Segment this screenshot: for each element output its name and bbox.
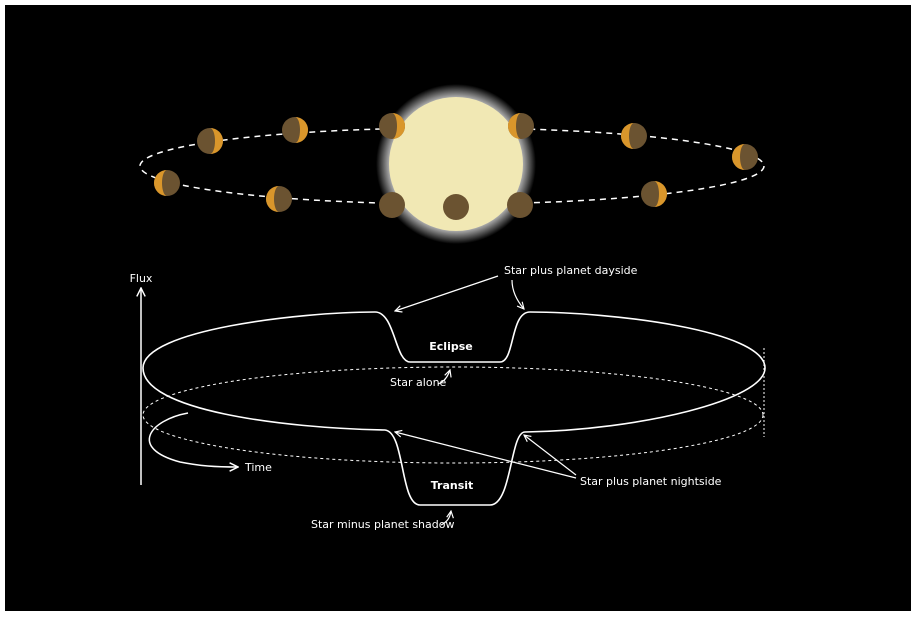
eclipse-label: Eclipse xyxy=(429,340,472,353)
flux-label: Flux xyxy=(130,272,153,285)
time-label: Time xyxy=(244,461,272,474)
nightside-label: Star plus planet nightside xyxy=(580,475,722,488)
page: {"labels": {"flux": "Flux", "time": "Tim… xyxy=(0,0,916,617)
planet xyxy=(443,194,469,220)
planet xyxy=(379,192,405,218)
star-alone-label: Star alone xyxy=(390,376,447,389)
planet xyxy=(507,192,533,218)
diagram: Flux Time Star plus planet dayside Eclip… xyxy=(0,0,916,617)
shadow-label: Star minus planet shadow xyxy=(311,518,454,531)
transit-label: Transit xyxy=(431,479,474,492)
dayside-label: Star plus planet dayside xyxy=(504,264,638,277)
